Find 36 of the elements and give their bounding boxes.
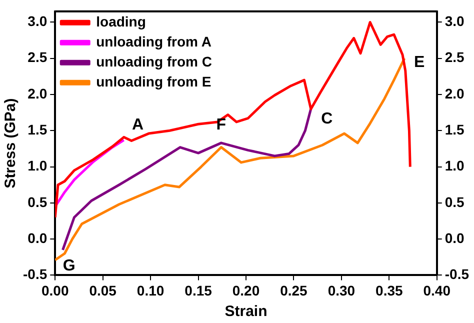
x-tick-label: 0.00 bbox=[42, 282, 69, 298]
y2-tick-label: 3.0 bbox=[444, 13, 465, 30]
x-tick-label: 0.35 bbox=[376, 282, 403, 298]
annotation: C bbox=[321, 110, 334, 128]
y-tick-label: 2.0 bbox=[28, 85, 48, 102]
y2-tick-label: 1.5 bbox=[444, 122, 465, 138]
annotation: A bbox=[132, 116, 144, 134]
x-tick-label: 0.40 bbox=[423, 282, 451, 298]
x-tick-label: 0.10 bbox=[136, 282, 164, 298]
y2-tick-label: 0.0 bbox=[444, 230, 465, 246]
y2-tick-label: 2.0 bbox=[444, 85, 465, 102]
annotation: G bbox=[62, 257, 76, 274]
y2-tick-label: 1.0 bbox=[444, 158, 465, 174]
x-tick-label: 0.15 bbox=[184, 282, 212, 298]
y-tick-label: 1.5 bbox=[28, 122, 48, 138]
x-axis-title: Strain bbox=[224, 303, 268, 320]
annotation: E bbox=[414, 54, 426, 71]
y2-tick-label: 2.5 bbox=[444, 49, 465, 66]
legend-label: unloading from A bbox=[96, 33, 212, 50]
y-tick-label: 3.0 bbox=[28, 13, 48, 30]
x-tick-label: 0.05 bbox=[89, 282, 117, 298]
y-tick-label: 2.5 bbox=[28, 49, 48, 66]
x-tick-label: 0.20 bbox=[232, 282, 260, 298]
x-tick-label: 0.30 bbox=[328, 282, 356, 298]
x-tick-label: 0.25 bbox=[280, 282, 308, 298]
y-axis-title: Stress (GPa) bbox=[2, 98, 20, 188]
y-tick-label: 0.0 bbox=[28, 230, 48, 246]
y-tick-label: -0.5 bbox=[23, 266, 48, 282]
y2-tick-label: -0.5 bbox=[444, 266, 470, 282]
legend-label: unloading from C bbox=[96, 53, 212, 70]
legend-label: unloading from E bbox=[96, 73, 212, 90]
legend-label: loading bbox=[96, 13, 146, 30]
y2-tick-label: 0.5 bbox=[444, 194, 465, 210]
annotation: F bbox=[216, 116, 226, 134]
y-tick-label: 1.0 bbox=[28, 158, 48, 174]
y-tick-label: 0.5 bbox=[28, 194, 48, 210]
